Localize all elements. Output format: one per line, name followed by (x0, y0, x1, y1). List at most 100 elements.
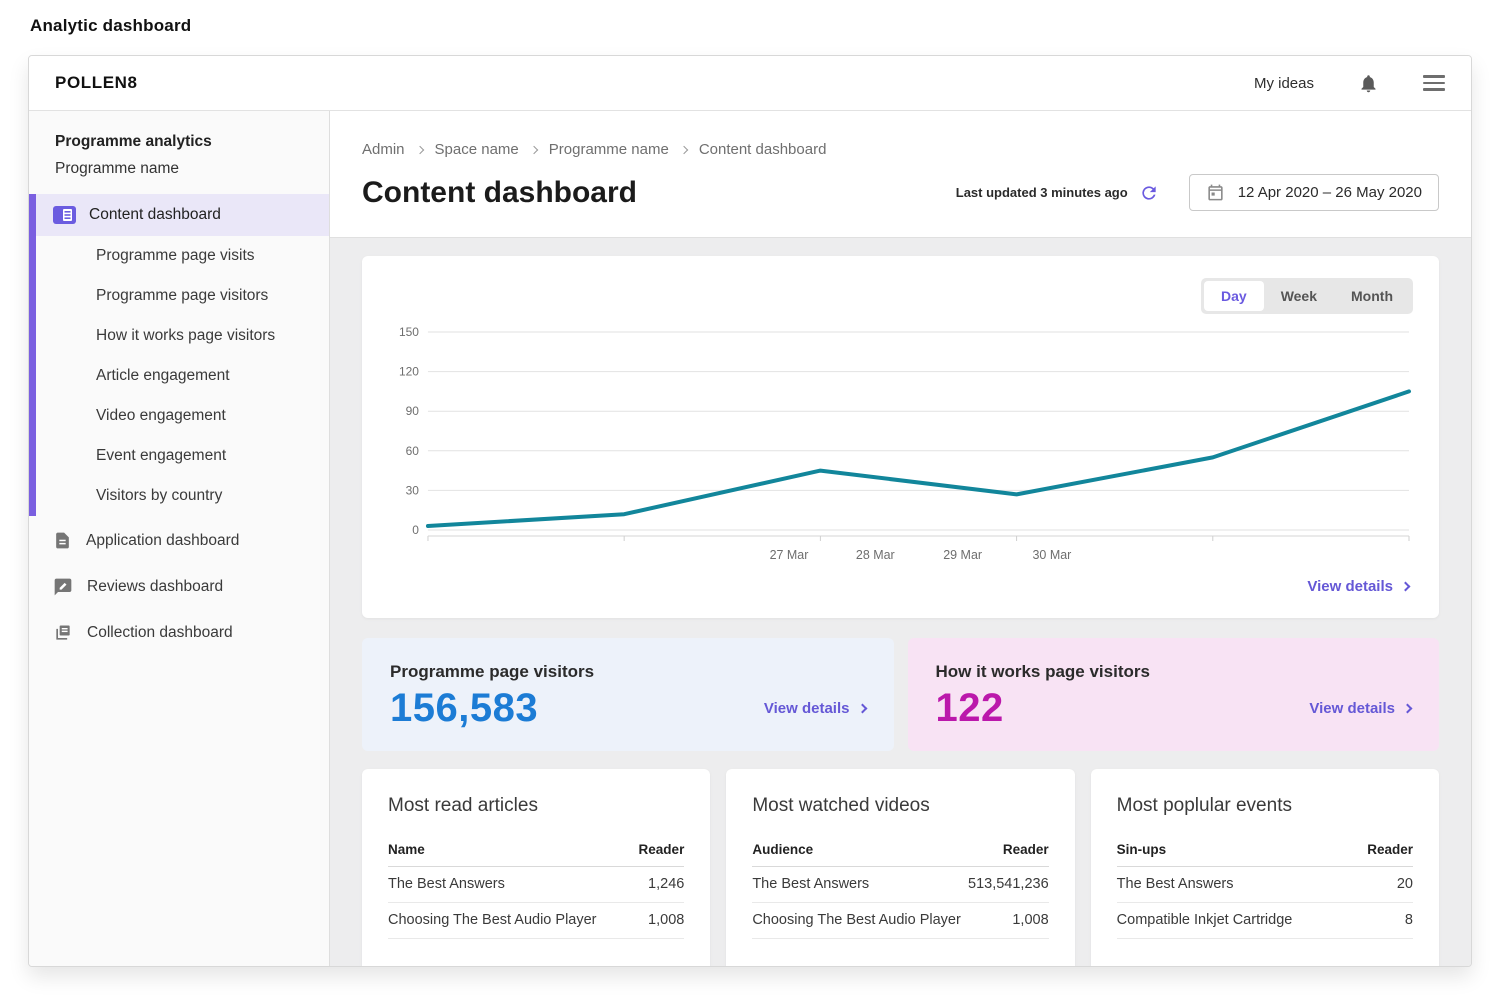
chevron-right-icon (857, 703, 867, 714)
stat-value: 156,583 (390, 686, 539, 730)
chevron-right-icon (679, 145, 689, 154)
table-card: Most read articles Name Reader The Best Ans… (362, 769, 711, 966)
table-cell-name: Choosing The Best Audio Player (388, 902, 631, 939)
top-bar: POLLEN8 My ideas (29, 56, 1471, 111)
table-title: Most poplular events (1116, 795, 1292, 816)
table-cell-value: 1,008 (630, 902, 685, 939)
chevron-right-icon (1400, 581, 1411, 592)
table-card: Most watched videos Audience Reader The Bes… (726, 769, 1075, 966)
breadcrumb-item[interactable]: Admin (362, 141, 405, 158)
sidebar-subitems: Programme page visits Programme page visi… (29, 236, 329, 516)
brand-logo[interactable]: POLLEN8 (55, 73, 138, 92)
sidebar-item-content-dashboard[interactable]: Content dashboard (29, 194, 329, 236)
chevron-right-icon (415, 145, 424, 154)
table-cell-value: 1,246 (630, 866, 685, 903)
table-cell-value: 20 (1351, 866, 1413, 903)
sidebar-item-label: Reviews dashboard (87, 578, 224, 595)
table-cell-name: The Best Answers (1116, 866, 1352, 903)
table-card: Most poplular events Sin-ups Reader The Bes… (1090, 769, 1439, 966)
table-row: Compatible Inkjet Cartridge 8 (1116, 902, 1413, 939)
breadcrumb-item[interactable]: Programme name (548, 141, 669, 158)
my-ideas-link[interactable]: My ideas (1253, 74, 1314, 92)
stat-view-details-link[interactable]: View details (763, 700, 867, 717)
table-row: The Best Answers 1,246 (388, 866, 685, 903)
sidebar: Programme analytics Programme name Conte… (29, 111, 330, 966)
table-col-header: Reader (966, 833, 1049, 867)
svg-text:0: 0 (412, 523, 419, 537)
table-cell-name: The Best Answers (388, 866, 631, 903)
breadcrumb-item[interactable]: Space name (434, 141, 519, 158)
table-row: Choosing The Best Audio Player 1,008 (388, 902, 685, 939)
sidebar-programme-name: Programme name (55, 160, 180, 177)
sidebar-item-label: Application dashboard (86, 531, 240, 549)
chart-range-toggle: Day Week Month (1201, 278, 1413, 314)
sidebar-subitem[interactable]: Programme page visits (96, 247, 255, 264)
sidebar-subitem[interactable]: Video engagement (96, 407, 226, 424)
page-title: Analytic dashboard (30, 16, 192, 35)
content-title: Content dashboard (362, 175, 637, 209)
date-range-picker[interactable]: 12 Apr 2020 – 26 May 2020 (1188, 174, 1439, 211)
stat-value: 122 (935, 686, 1004, 730)
calendar-icon (1206, 183, 1225, 202)
svg-text:27 Mar: 27 Mar (770, 548, 809, 562)
breadcrumb-item[interactable]: Content dashboard (698, 141, 827, 158)
toggle-day[interactable]: Day (1204, 281, 1264, 311)
sidebar-item-label: Collection dashboard (87, 624, 233, 641)
reviews-dashboard-icon (53, 577, 73, 597)
chart-card: Day Week Month 0 30 60 90 120 150 27 Mar 28 Mar 29… (362, 256, 1439, 618)
svg-text:29 Mar: 29 Mar (943, 548, 982, 562)
table-cell-value: 8 (1351, 902, 1413, 939)
svg-text:150: 150 (399, 325, 419, 339)
sidebar-subitem[interactable]: Visitors by country (96, 487, 223, 504)
last-updated-text: Last updated 3 minutes ago (955, 185, 1128, 200)
table-col-header: Sin-ups (1116, 833, 1352, 867)
sidebar-item-label: Content dashboard (89, 206, 221, 223)
dashboard-content: Day Week Month 0 30 60 90 120 150 27 Mar 28 Mar 29… (330, 238, 1471, 966)
menu-hamburger-icon[interactable] (1423, 71, 1445, 95)
stat-view-details-link[interactable]: View details (1309, 700, 1413, 717)
line-chart: 0 30 60 90 120 150 27 Mar 28 Mar 29 Mar 30 Mar (399, 325, 1412, 562)
sidebar-item-application-dashboard[interactable]: Application dashboard (29, 518, 329, 563)
date-range-text: 12 Apr 2020 – 26 May 2020 (1237, 184, 1422, 201)
svg-text:30: 30 (406, 483, 420, 497)
chart-view-details-link[interactable]: View details (1307, 578, 1411, 595)
table-title: Most watched videos (752, 795, 930, 816)
svg-text:120: 120 (399, 365, 419, 379)
sidebar-active-group: Content dashboard Programme page visits P… (29, 194, 329, 516)
table-header-row: Name Reader (388, 833, 685, 867)
data-table: Sin-ups Reader The Best Answers 20 Compatibl… (1116, 833, 1413, 939)
sidebar-subitem[interactable]: How it works page visitors (96, 327, 276, 344)
table-col-header: Audience (752, 833, 966, 867)
sidebar-section-title: Programme analytics (55, 133, 212, 150)
sidebar-item-reviews-dashboard[interactable]: Reviews dashboard (29, 565, 329, 609)
sidebar-subitem[interactable]: Event engagement (96, 447, 227, 464)
view-details-label: View details (763, 700, 850, 717)
svg-text:60: 60 (406, 444, 420, 458)
data-table: Name Reader The Best Answers 1,246 Choosing … (388, 833, 685, 939)
main-header: Admin Space name Programme name Content das… (330, 111, 1471, 238)
toggle-month[interactable]: Month (1334, 281, 1410, 311)
stat-card-programme-page-visitors: Programme page visitors 156,583 View det… (362, 638, 894, 751)
refresh-icon[interactable] (1139, 183, 1159, 203)
table-cell-name: The Best Answers (752, 866, 966, 903)
table-header-row: Sin-ups Reader (1116, 833, 1413, 867)
notifications-bell-icon[interactable] (1358, 73, 1379, 94)
app-window: POLLEN8 My ideas Programme analytics Pro… (28, 55, 1472, 967)
svg-text:90: 90 (406, 404, 420, 418)
chevron-right-icon (1402, 703, 1413, 714)
sidebar-subitem[interactable]: Programme page visitors (96, 287, 269, 304)
active-indicator-bar (29, 194, 36, 516)
tables-row: Most read articles Name Reader The Best Ans… (362, 769, 1439, 966)
table-cell-name: Choosing The Best Audio Player (752, 902, 966, 939)
sidebar-item-collection-dashboard[interactable]: Collection dashboard (29, 611, 329, 655)
view-details-label: View details (1309, 700, 1395, 717)
table-title: Most read articles (388, 795, 538, 816)
table-col-header: Reader (630, 833, 685, 867)
toggle-week[interactable]: Week (1264, 281, 1334, 311)
sidebar-subitem[interactable]: Article engagement (96, 367, 230, 384)
main-area: Admin Space name Programme name Content das… (330, 111, 1471, 966)
table-header-row: Audience Reader (752, 833, 1049, 867)
table-row: The Best Answers 20 (1116, 866, 1413, 903)
stat-title: How it works page visitors (935, 662, 1150, 681)
svg-text:30 Mar: 30 Mar (1032, 548, 1071, 562)
